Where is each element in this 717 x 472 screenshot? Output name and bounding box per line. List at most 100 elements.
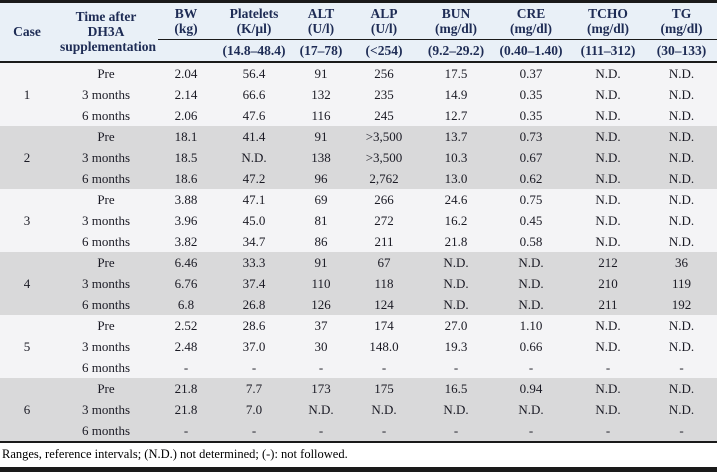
value-cell-tcho: 210 bbox=[570, 272, 646, 294]
value-cell-tcho: N.D. bbox=[570, 146, 646, 168]
value-cell-bw: 2.48 bbox=[158, 335, 214, 357]
value-cell-cre: 0.35 bbox=[492, 104, 570, 126]
value-cell-bun: 13.0 bbox=[420, 167, 492, 189]
table-row-case6-0: 6 Pre 21.8 7.7 173 175 16.5 0.94 N.D. N.D. bbox=[0, 377, 717, 442]
metric-name: BUN bbox=[441, 6, 471, 21]
table-row-case5-1: 3 months 2.48 37.0 30 148.0 19.3 0.66 N.D. N.D. bbox=[0, 335, 717, 357]
timepoint-cell: 3 months bbox=[54, 272, 158, 294]
value-cell-alt: 116 bbox=[294, 104, 348, 126]
value-cell-cre: 0.45 bbox=[492, 209, 570, 231]
value-cell-tg: 192 bbox=[646, 293, 717, 315]
metric-name: BW bbox=[174, 6, 198, 21]
column-header-alp: ALP (U/l) bbox=[348, 1, 420, 40]
value-cell-tg: N.D. bbox=[646, 209, 717, 231]
value-cell-cre: 0.67 bbox=[492, 146, 570, 168]
column-header-tg: TG (mg/dl) bbox=[646, 1, 717, 40]
value-cell-alt: 132 bbox=[294, 83, 348, 105]
value-cell-bw: 6.8 bbox=[158, 293, 214, 315]
value-cell-bun: N.D. bbox=[420, 398, 492, 420]
column-header-platelets: Platelets (K/µl) bbox=[214, 1, 294, 40]
value-cell-alp: 211 bbox=[348, 230, 420, 252]
table-row-case6-1: 3 months 21.8 7.0 N.D. N.D. N.D. N.D. N.D. N.D. bbox=[0, 398, 717, 420]
value-cell-bw: 18.5 bbox=[158, 146, 214, 168]
timepoint-cell: Pre bbox=[54, 251, 158, 273]
value-cell-tcho: - bbox=[570, 356, 646, 378]
value-cell-alp: N.D. bbox=[348, 398, 420, 420]
table-row-case6-2: 6 months - - - - - - - - bbox=[0, 419, 717, 442]
value-cell-alp: >3,500 bbox=[348, 146, 420, 168]
value-cell-alt: N.D. bbox=[294, 398, 348, 420]
value-cell-tcho: 212 bbox=[570, 251, 646, 273]
column-header-case: Case bbox=[0, 1, 54, 63]
value-cell-alt: 30 bbox=[294, 335, 348, 357]
table-row-case3-2: 6 months 3.82 34.7 86 211 21.8 0.58 N.D. N.D. bbox=[0, 230, 717, 252]
value-cell-alt: 81 bbox=[294, 209, 348, 231]
value-cell-alp: 67 bbox=[348, 251, 420, 273]
metric-unit: (mg/dl) bbox=[587, 21, 629, 36]
value-cell-alt: 126 bbox=[294, 293, 348, 315]
value-cell-alp: 266 bbox=[348, 188, 420, 210]
value-cell-alp: 245 bbox=[348, 104, 420, 126]
value-cell-tcho: N.D. bbox=[570, 209, 646, 231]
value-cell-bw: 18.6 bbox=[158, 167, 214, 189]
metric-unit: (kg) bbox=[174, 21, 198, 36]
value-cell-tg: N.D. bbox=[646, 335, 717, 357]
value-cell-bun: 24.6 bbox=[420, 188, 492, 210]
value-cell-tg: 119 bbox=[646, 272, 717, 294]
value-cell-alp: 124 bbox=[348, 293, 420, 315]
value-cell-tg: N.D. bbox=[646, 125, 717, 147]
case-number: 4 bbox=[0, 251, 54, 315]
table-row-case1-2: 6 months 2.06 47.6 116 245 12.7 0.35 N.D. N.D. bbox=[0, 104, 717, 126]
timepoint-cell: 3 months bbox=[54, 209, 158, 231]
reference-interval-alp: (<254) bbox=[348, 39, 420, 63]
value-cell-tcho: N.D. bbox=[570, 377, 646, 399]
table-row-case1-1: 3 months 2.14 66.6 132 235 14.9 0.35 N.D. N.D. bbox=[0, 83, 717, 105]
value-cell-platelets: 66.6 bbox=[214, 83, 294, 105]
value-cell-tcho: - bbox=[570, 419, 646, 442]
column-header-alt: ALT (U/l) bbox=[294, 1, 348, 40]
timepoint-cell: 3 months bbox=[54, 146, 158, 168]
table-row-case5-2: 6 months - - - - - - - - bbox=[0, 356, 717, 378]
value-cell-alt: 110 bbox=[294, 272, 348, 294]
column-header-time: Time after DH3A supplementation bbox=[54, 1, 158, 63]
value-cell-tcho: N.D. bbox=[570, 314, 646, 336]
value-cell-bun: 27.0 bbox=[420, 314, 492, 336]
value-cell-bw: 2.04 bbox=[158, 61, 214, 84]
metric-unit: (U/l) bbox=[307, 21, 335, 36]
metric-unit: (mg/dl) bbox=[435, 21, 477, 36]
value-cell-bw: 6.46 bbox=[158, 251, 214, 273]
value-cell-alt: 69 bbox=[294, 188, 348, 210]
column-header-bun: BUN (mg/dl) bbox=[420, 1, 492, 40]
metric-name: TG bbox=[671, 6, 692, 21]
metric-unit: (mg/dl) bbox=[510, 21, 552, 36]
value-cell-platelets: 47.2 bbox=[214, 167, 294, 189]
timepoint-cell: 3 months bbox=[54, 335, 158, 357]
value-cell-tg: N.D. bbox=[646, 167, 717, 189]
value-cell-alt: 91 bbox=[294, 125, 348, 147]
value-cell-platelets: 34.7 bbox=[214, 230, 294, 252]
value-cell-alp: 148.0 bbox=[348, 335, 420, 357]
table-body: 1 Pre 2.04 56.4 91 256 17.5 0.37 N.D. N.D. 3 month… bbox=[0, 61, 717, 442]
timepoint-cell: 3 months bbox=[54, 83, 158, 105]
timepoint-cell: 6 months bbox=[54, 167, 158, 189]
value-cell-tg: N.D. bbox=[646, 230, 717, 252]
value-cell-alp: 272 bbox=[348, 209, 420, 231]
value-cell-bun: 21.8 bbox=[420, 230, 492, 252]
value-cell-bw: 18.1 bbox=[158, 125, 214, 147]
value-cell-tcho: N.D. bbox=[570, 167, 646, 189]
reference-interval-alt: (17–78) bbox=[294, 39, 348, 63]
case-number: 5 bbox=[0, 314, 54, 378]
case-number: 2 bbox=[0, 125, 54, 189]
value-cell-tg: N.D. bbox=[646, 377, 717, 399]
table-row-case5-0: 5 Pre 2.52 28.6 37 174 27.0 1.10 N.D. N.D. bbox=[0, 314, 717, 378]
bottom-rule bbox=[0, 467, 717, 472]
timepoint-cell: Pre bbox=[54, 188, 158, 210]
table-row-case2-2: 6 months 18.6 47.2 96 2,762 13.0 0.62 N.D. N.D. bbox=[0, 167, 717, 189]
metric-unit: (mg/dl) bbox=[660, 21, 703, 36]
value-cell-alp: 174 bbox=[348, 314, 420, 336]
value-cell-cre: 0.35 bbox=[492, 83, 570, 105]
value-cell-bun: 14.9 bbox=[420, 83, 492, 105]
timepoint-cell: Pre bbox=[54, 125, 158, 147]
value-cell-alt: 91 bbox=[294, 251, 348, 273]
metric-unit: (U/l) bbox=[370, 21, 398, 36]
